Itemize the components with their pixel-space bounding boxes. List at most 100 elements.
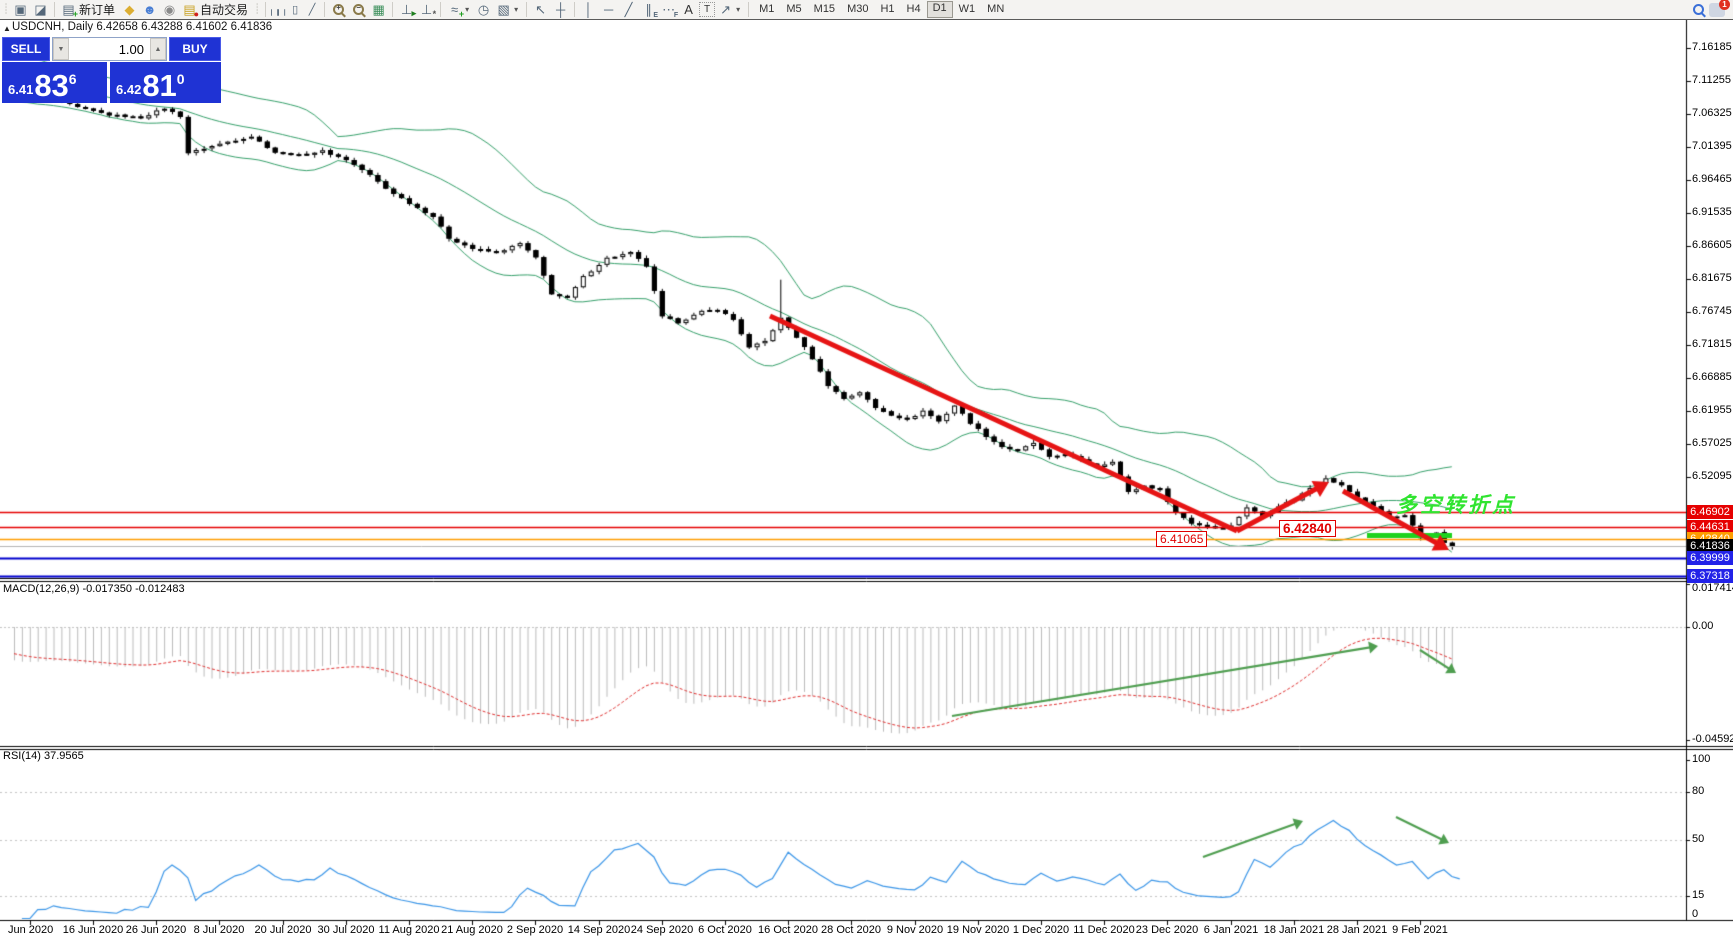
date-tick-label: 20 Jul 2020 [254,924,312,936]
tab-timeframe-h1[interactable]: H1 [880,3,895,15]
support-price-label-1[interactable]: 6.41065 [1156,531,1208,547]
date-tick-label: 9 Feb 2021 [1392,924,1448,936]
tab-timeframe-w1[interactable]: W1 [958,3,976,15]
zoom-in-icon[interactable]: + [329,1,348,18]
text-label-tool-icon[interactable]: T [699,2,716,17]
arrows-tool-icon[interactable]: ↗ [720,1,732,17]
tab-timeframe-m30[interactable]: M30 [847,3,869,15]
price-axis-tick: 6.96465 [1692,173,1732,185]
chart-profile-icon[interactable]: ▧ [497,1,510,17]
bar-chart-mode-icon[interactable]: ╷╻╷ [268,4,289,16]
indicators-dropdown-icon[interactable]: ▾ [465,5,470,14]
bid-big-digits: 83 [34,68,69,103]
price-axis-tick: 7.16185 [1692,41,1732,53]
tab-timeframe-m15[interactable]: M15 [813,3,836,15]
equidistant-channel-icon[interactable]: ∥ E [645,1,659,20]
date-tick-label: 6 Oct 2020 [698,924,752,936]
date-tick-label: 21 Aug 2020 [441,924,503,936]
ask-pip-digit: 0 [176,71,185,87]
sell-button[interactable]: SELL [2,37,50,61]
macd-label: MACD(12,26,9) -0.017350 -0.012483 [3,583,185,595]
volume-input[interactable]: 1.00 [118,41,144,57]
bid-quote[interactable]: 6.41 83 6 [2,62,107,103]
date-tick-label: 19 Nov 2020 [946,924,1010,936]
line-chart-mode-icon[interactable]: ╱ [308,4,316,16]
zoom-out-icon[interactable]: − [349,1,368,18]
date-tick-label: 18 Jan 2021 [1263,924,1325,936]
market-icon[interactable]: ◆ [124,1,135,17]
macd-axis-tick: 0.017414 [1692,582,1733,594]
rsi-axis-tick: 0 [1692,908,1699,920]
toolbar-separator [54,2,56,17]
periods-clock-icon[interactable]: ◷ [477,1,490,17]
macd-axis-tick: 0.00 [1692,620,1714,632]
community-icon[interactable]: ☻ [142,2,157,17]
tab-timeframe-m1[interactable]: M1 [759,3,775,15]
date-tick-label: 14 Sep 2020 [567,924,631,936]
date-tick-label: 11 Aug 2020 [378,924,440,936]
date-tick-label: 1 Dec 2020 [1012,924,1070,936]
trendline-icon[interactable]: ╱ [624,1,633,17]
price-axis-tick: 6.91535 [1692,206,1732,218]
signals-icon[interactable]: ◉ [163,1,176,17]
volume-box: ▼ 1.00 ▲ [52,37,167,61]
volume-up-button[interactable]: ▲ [150,38,166,60]
price-axis-tick: 6.76745 [1692,305,1732,317]
support-price-label-2[interactable]: 6.42840 [1279,520,1336,537]
autotrading-icon[interactable]: ▤ ● [183,1,200,20]
chart-profile-dropdown-icon[interactable]: ▾ [514,5,519,14]
fibonacci-icon[interactable]: ⋯ F [662,1,679,20]
horizontal-line-icon[interactable]: ─ [603,2,614,17]
cursor-icon[interactable]: ↖ [535,1,547,17]
tile-windows-icon[interactable]: ▦ [372,1,385,17]
search-icon[interactable] [1689,1,1708,18]
bid-small-digits: 6.41 [8,82,34,97]
toolbar-separator [574,2,576,17]
price-axis-tick: 6.66885 [1692,371,1732,383]
volume-down-button[interactable]: ▼ [53,38,69,60]
vertical-line-icon[interactable]: │ [584,2,593,17]
tab-timeframe-mn[interactable]: MN [987,3,1005,15]
new-order-button[interactable]: 新订单 [79,3,116,17]
autotrading-button[interactable]: 自动交易 [200,3,249,17]
rsi-axis-tick: 100 [1692,753,1711,765]
turning-point-note[interactable]: 多空转折点 [1396,494,1516,517]
chart-preview-icon[interactable]: ◪ [34,1,47,17]
buy-button[interactable]: BUY [169,37,221,61]
crosshair-icon[interactable]: ┼ [555,2,566,17]
date-tick-label: 6 Jan 2021 [1203,924,1259,936]
date-tick-label: 23 Dec 2020 [1135,924,1199,936]
date-tick-label: 30 Jul 2020 [317,924,375,936]
date-tick-label: 26 Jun 2020 [125,924,187,936]
ask-quote[interactable]: 6.42 81 0 [110,62,221,103]
ask-small-digits: 6.42 [116,82,142,97]
toolbar-grip: ┊ [3,4,10,15]
indicators-icon[interactable]: ≈ + [451,2,465,19]
toolbar-separator [324,2,326,17]
chart-window-icon[interactable]: ▣ [14,1,27,17]
notification-badge: 1 [1719,0,1730,10]
auto-scroll-icon[interactable]: ⊥ ▸ [400,1,417,19]
price-tag: 6.41836 [1687,539,1733,553]
notifications-icon[interactable]: 1 [1709,0,1730,17]
price-axis-tick: 6.52095 [1692,470,1732,482]
arrows-dropdown-icon[interactable]: ▾ [736,5,741,14]
window-collapse-icon[interactable]: ▲ [3,24,11,33]
date-tick-label: 16 Jun 2020 [62,924,124,936]
rsi-axis-tick: 50 [1692,833,1705,845]
price-axis-tick: 6.71815 [1692,338,1732,350]
price-tag: 6.37318 [1687,569,1733,583]
toolbar-separator [265,2,267,17]
text-tool-icon[interactable]: A [684,2,693,17]
tab-timeframe-h4[interactable]: H4 [906,3,921,15]
date-tick-label: Jun 2020 [8,924,54,936]
tab-timeframe-m5[interactable]: M5 [786,3,802,15]
tab-timeframe-d1[interactable]: D1 [926,1,953,18]
candlestick-mode-icon[interactable]: ▯ [292,4,299,16]
date-tick-label: 9 Nov 2020 [886,924,944,936]
new-order-icon[interactable]: ▤ + [62,1,79,20]
chart-shift-icon[interactable]: ⊥ * [420,1,437,20]
rsi-label: RSI(14) 37.9565 [3,750,84,762]
